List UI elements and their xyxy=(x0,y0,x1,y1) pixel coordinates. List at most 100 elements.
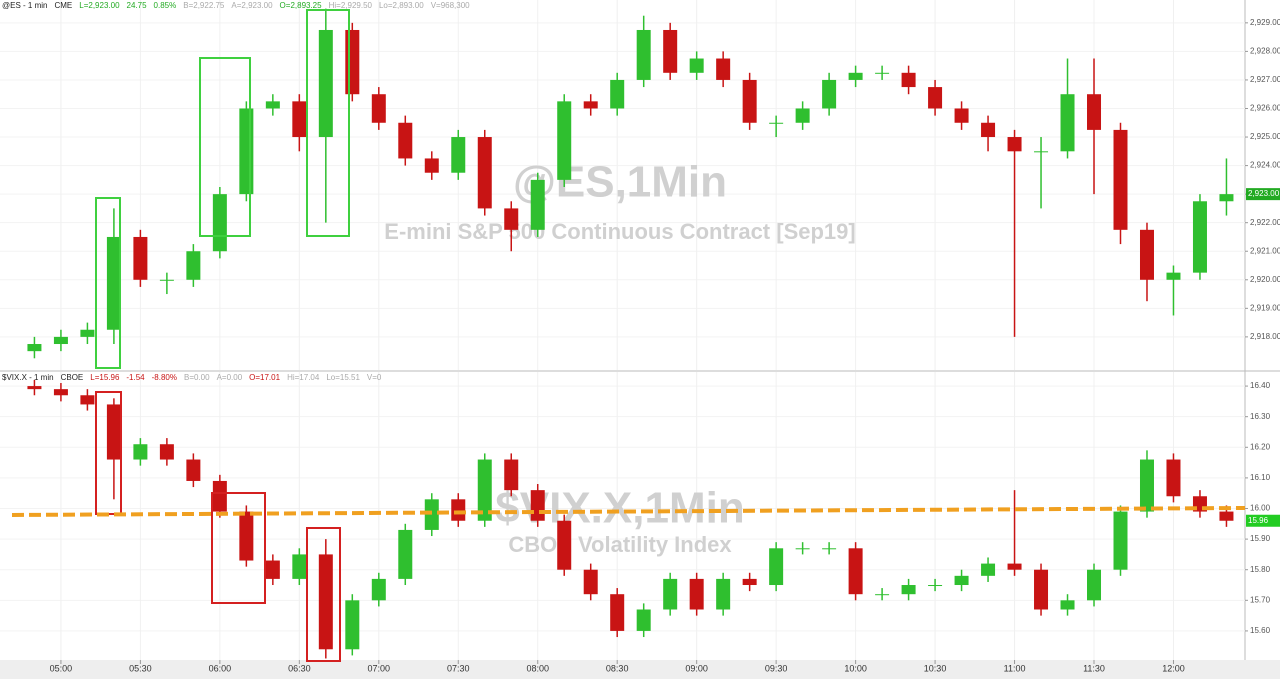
x-tick-label: 10:30 xyxy=(924,663,947,673)
candle-body xyxy=(53,336,68,345)
header-item: CME xyxy=(54,1,72,10)
candle-body xyxy=(1113,511,1128,570)
highlight-box xyxy=(306,9,350,237)
candle-body xyxy=(265,101,280,109)
candle-body xyxy=(610,594,625,631)
candle-body xyxy=(769,122,784,124)
candle-body xyxy=(159,444,174,460)
candle-body xyxy=(318,554,333,650)
candle-body xyxy=(504,459,519,491)
y-tick-label: 16.10 xyxy=(1250,473,1271,482)
candle-body xyxy=(583,569,598,595)
candle-body xyxy=(954,108,969,123)
y-tick-label: 15.80 xyxy=(1250,565,1271,574)
candle-body xyxy=(557,101,572,180)
header-item: L=15.96 xyxy=(90,373,120,382)
candle-body xyxy=(345,600,360,650)
candle-body xyxy=(1139,459,1154,512)
x-tick-label: 08:00 xyxy=(526,663,549,673)
y-tick-label: 2,928.00 xyxy=(1250,46,1280,55)
candle-body xyxy=(530,490,545,521)
candle-body xyxy=(1113,129,1128,230)
candle-body xyxy=(106,404,121,460)
candle-body xyxy=(530,179,545,230)
candle-body xyxy=(1034,151,1049,153)
watermark-title: @ES,1Min xyxy=(513,158,727,207)
last-price-label: 15.96 xyxy=(1248,516,1269,525)
y-tick-label: 2,920.00 xyxy=(1250,275,1280,284)
candle-body xyxy=(689,578,704,610)
y-tick-label: 16.30 xyxy=(1250,412,1271,421)
candle-body xyxy=(477,137,492,209)
x-tick-label: 05:00 xyxy=(50,663,73,673)
header-item: CBOE xyxy=(61,373,84,382)
y-tick-label: 16.20 xyxy=(1250,442,1271,451)
candle-body xyxy=(928,87,943,109)
candle-body xyxy=(186,459,201,481)
candle-body xyxy=(424,158,439,173)
candle-body xyxy=(80,395,95,405)
x-tick-label: 05:30 xyxy=(129,663,152,673)
last-price-tag xyxy=(1246,514,1280,527)
header-item: B=2,922.75 xyxy=(183,1,225,10)
y-tick-label: 2,924.00 xyxy=(1250,161,1280,170)
candle-body xyxy=(212,194,227,252)
candle-body xyxy=(610,79,625,109)
candle-body xyxy=(318,29,333,138)
candle-body xyxy=(636,609,651,631)
candle-body xyxy=(1166,459,1181,497)
highlight-box xyxy=(199,57,251,237)
last-price-label: 2,923.00 xyxy=(1248,189,1280,198)
candle-body xyxy=(742,578,757,586)
header-item: A=2,923.00 xyxy=(231,1,273,10)
candle-body xyxy=(371,94,386,123)
candle-body xyxy=(928,585,943,587)
y-tick-label: 2,919.00 xyxy=(1250,303,1280,312)
header-item: Lo=15.51 xyxy=(326,373,360,382)
candle-body xyxy=(795,108,810,123)
candle-body xyxy=(27,386,42,390)
candle-body xyxy=(1087,569,1102,601)
support-line xyxy=(11,506,1246,517)
candle-layer xyxy=(27,8,1234,659)
candle-body xyxy=(636,29,651,80)
candle-body xyxy=(345,29,360,95)
x-tick-label: 07:30 xyxy=(447,663,470,673)
header-item: V=968,300 xyxy=(431,1,470,10)
y-tick-label: 16.00 xyxy=(1250,504,1271,513)
candle-body xyxy=(133,236,148,280)
header-item: A=0.00 xyxy=(217,373,243,382)
header-item: 24.75 xyxy=(127,1,148,10)
candle-body xyxy=(1034,569,1049,610)
candle-body xyxy=(1060,600,1075,610)
candle-body xyxy=(742,79,757,123)
header-item: $VIX.X - 1 min xyxy=(2,373,54,382)
candle-body xyxy=(265,560,280,579)
candle-body xyxy=(1166,272,1181,280)
header-item: 0.85% xyxy=(154,1,177,10)
y-tick-label: 2,918.00 xyxy=(1250,332,1280,341)
candle-body xyxy=(1007,563,1022,570)
candle-body xyxy=(822,548,837,550)
candle-body xyxy=(504,208,519,230)
highlight-box xyxy=(95,197,121,369)
header-item: V=0 xyxy=(367,373,382,382)
candle-body xyxy=(1192,201,1207,273)
candle-body xyxy=(769,548,784,586)
last-price-tag xyxy=(1246,188,1280,201)
y-tick-label: 16.40 xyxy=(1250,381,1271,390)
watermark-subtitle: CBOE Volatility Index xyxy=(508,532,732,557)
candle-body xyxy=(848,72,863,80)
candle-body xyxy=(557,520,572,570)
x-tick-label: 08:30 xyxy=(606,663,629,673)
x-tick-label: 06:00 xyxy=(209,663,232,673)
header-item: -1.54 xyxy=(126,373,145,382)
candle-body xyxy=(583,101,598,109)
candle-body xyxy=(663,578,678,610)
header-item: Hi=2,929.50 xyxy=(329,1,373,10)
header-item: O=17.01 xyxy=(249,373,280,382)
candle-body xyxy=(901,585,916,595)
candle-body xyxy=(848,548,863,595)
